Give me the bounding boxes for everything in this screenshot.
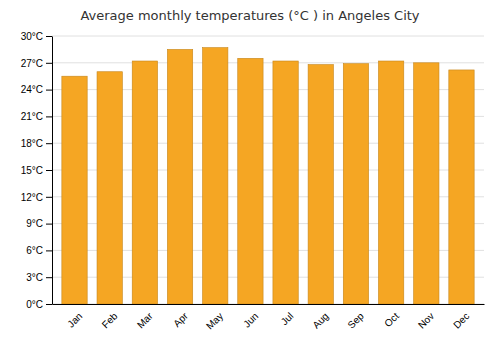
bar	[203, 48, 228, 304]
y-tick-mark	[46, 304, 52, 305]
y-tick-label: 9°C	[26, 218, 43, 229]
x-tick-label: Jul	[279, 310, 296, 327]
y-tick: 27°C	[21, 58, 52, 69]
y-tick-mark	[46, 170, 52, 171]
x-tick-label: Sep	[345, 310, 366, 331]
x-tick: Jun	[241, 310, 260, 329]
y-tick-mark	[46, 36, 52, 37]
grid	[52, 36, 484, 304]
x-tick-label: Dec	[451, 310, 471, 330]
y-tick-label: 21°C	[21, 111, 43, 122]
y-tick-label: 18°C	[21, 138, 43, 149]
x-tick: Sep	[345, 310, 366, 331]
x-tick-label: Nov	[416, 310, 436, 330]
bar	[308, 65, 333, 304]
bar	[167, 49, 192, 304]
y-tick: 24°C	[21, 84, 52, 95]
bar	[238, 58, 263, 304]
y-tick-label: 24°C	[21, 84, 43, 95]
x-tick-label: Oct	[382, 310, 401, 329]
y-tick: 9°C	[26, 218, 52, 229]
grid-line	[52, 36, 484, 37]
x-tick: Nov	[416, 310, 436, 330]
bar	[273, 61, 298, 304]
y-tick-label: 12°C	[21, 192, 43, 203]
y-axis: 0°C 3°C 6°C 9°C 12°C 15°C 18°C 21°C 24°C 27°C 30°C	[21, 31, 53, 310]
bar	[62, 76, 87, 304]
y-tick-label: 0°C	[26, 299, 43, 310]
y-tick: 15°C	[21, 165, 52, 176]
y-tick-mark	[46, 250, 52, 251]
x-axis: Jan Feb Mar Apr May Jun Jul Aug Sep Oct Nov Dec	[53, 305, 485, 332]
bars	[62, 48, 474, 304]
y-tick: 0°C	[26, 299, 52, 310]
chart-svg: Average monthly temperatures (°C ) in An…	[0, 0, 500, 350]
bar	[343, 64, 368, 304]
y-tick: 30°C	[21, 31, 52, 42]
bar	[132, 61, 157, 304]
y-tick: 18°C	[21, 138, 52, 149]
y-tick-mark	[46, 116, 52, 117]
x-tick-label: Aug	[310, 310, 330, 330]
x-tick: Apr	[171, 310, 190, 329]
x-tick: Jul	[279, 310, 296, 327]
y-tick-mark	[46, 224, 52, 225]
bar	[449, 70, 474, 304]
x-tick-label: Apr	[171, 310, 190, 329]
x-tick-label: May	[204, 310, 225, 331]
x-tick: Dec	[451, 310, 471, 330]
y-tick-mark	[46, 90, 52, 91]
y-tick-label: 6°C	[26, 245, 43, 256]
y-tick: 12°C	[21, 192, 52, 203]
x-tick-label: Jan	[65, 310, 84, 329]
y-tick-label: 15°C	[21, 165, 43, 176]
y-tick: 21°C	[21, 111, 52, 122]
chart-container: Average monthly temperatures (°C ) in An…	[0, 0, 500, 350]
bar	[378, 61, 403, 304]
bar	[97, 72, 122, 304]
x-tick: Mar	[135, 310, 155, 330]
x-tick: Oct	[382, 310, 401, 329]
y-axis-line	[52, 37, 53, 305]
y-tick-label: 3°C	[26, 272, 43, 283]
x-tick-label: Feb	[100, 310, 120, 330]
y-tick-label: 27°C	[21, 58, 43, 69]
x-tick: May	[204, 310, 225, 331]
y-tick-mark	[46, 277, 52, 278]
y-tick-label: 30°C	[21, 31, 43, 42]
y-tick-mark	[46, 63, 52, 64]
x-tick-label: Mar	[135, 310, 155, 330]
bar	[414, 63, 439, 304]
x-tick: Aug	[310, 310, 330, 330]
x-tick: Feb	[100, 310, 120, 330]
y-tick: 3°C	[26, 272, 52, 283]
x-axis-line	[53, 304, 485, 305]
x-tick-label: Jun	[241, 310, 260, 329]
y-tick-mark	[46, 143, 52, 144]
y-tick: 6°C	[26, 245, 52, 256]
y-tick-mark	[46, 197, 52, 198]
chart-title: Average monthly temperatures (°C ) in An…	[80, 8, 419, 23]
x-tick: Jan	[65, 310, 84, 329]
